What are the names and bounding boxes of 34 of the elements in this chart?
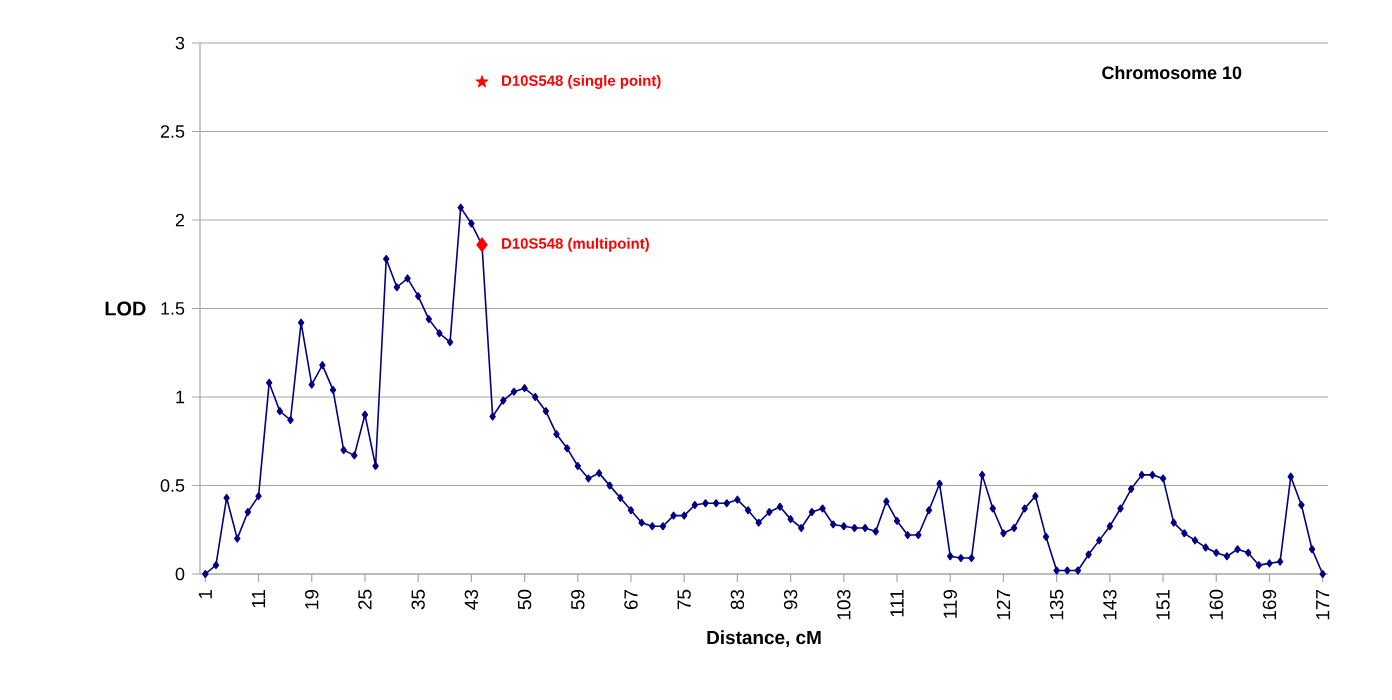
series-label: D10S548 (single point) [502,74,661,89]
annotation: Chromosome 10 [1102,65,1242,80]
y-tick-label: 3 [175,36,185,50]
x-axis-title: Distance, cM [707,630,821,647]
series-label: D10S548 (multipoint) [502,237,649,252]
y-tick-label: 1 [176,390,185,404]
x-tick-label: 103 [837,589,851,620]
x-tick-label: 119 [943,589,957,618]
x-tick-label: 83 [730,589,745,610]
x-tick-label: 160 [1209,589,1223,620]
x-tick-label: 19 [305,589,319,609]
y-axis-title: LOD [105,301,146,316]
y-tick-label: 0 [175,567,185,581]
x-tick-label: 151 [1156,589,1170,620]
x-tick-label: 35 [411,589,425,610]
y-tick-label: 2 [175,213,185,227]
x-tick-label: 1 [198,589,212,599]
x-tick-label: 127 [996,589,1011,620]
x-tick-label: 93 [783,589,798,610]
x-tick-label: 111 [890,589,904,617]
x-tick-label: 75 [677,589,691,610]
x-tick-label: 143 [1103,589,1117,620]
y-tick-label: 2.5 [160,125,185,138]
x-tick-label: 177 [1316,589,1330,620]
x-tick-label: 59 [571,589,585,610]
x-tick-label: 25 [358,589,372,610]
x-tick-label: 169 [1262,589,1277,620]
y-tick-label: 0.5 [160,479,185,492]
y-tick-label: 1.5 [161,302,185,315]
x-tick-label: 50 [517,589,532,610]
x-tick-label: 135 [1049,589,1064,620]
x-tick-label: 67 [624,589,638,610]
x-tick-label: 11 [252,589,266,608]
x-tick-label: 43 [464,589,479,610]
